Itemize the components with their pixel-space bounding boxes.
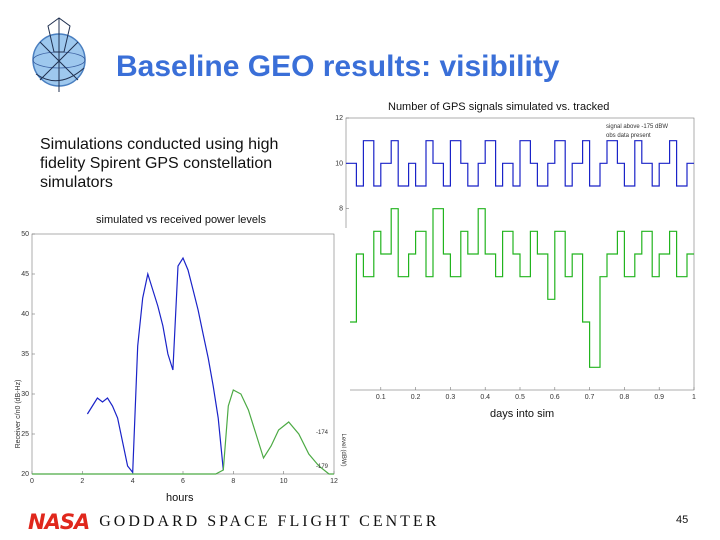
x-tick-label: 0.3 [446, 394, 456, 401]
x-tick-label: 1 [692, 394, 696, 401]
right-y-tick-label: -174 [316, 430, 329, 436]
gsfc-logo [32, 17, 86, 92]
gps-chart-caption: Number of GPS signals simulated vs. trac… [388, 101, 610, 113]
x-tick-label: 0.6 [550, 394, 560, 401]
y-tick-label: 30 [21, 391, 29, 398]
x-tick-label: 0 [30, 478, 34, 485]
x-tick-label: 0.8 [620, 394, 630, 401]
x-tick-label: 0.5 [515, 394, 525, 401]
y-tick-label: 35 [21, 351, 29, 358]
y-tick-label: 50 [21, 231, 29, 238]
y-tick-label: 25 [21, 431, 29, 438]
x-tick-label: 8 [231, 478, 235, 485]
plot-frame [31, 233, 335, 475]
x-tick-label: 0.2 [411, 394, 421, 401]
slide-title: Baseline GEO results: visibility [116, 50, 560, 83]
x-tick-label: 6 [181, 478, 185, 485]
series-line [86, 256, 224, 475]
x-tick-label: 4 [131, 478, 135, 485]
legend-entry: obs data present [606, 133, 651, 139]
y-tick-label: 45 [21, 271, 29, 278]
power-level-chart: 0 2 4 6 8 10 12 20 25 30 35 40 45 50 Receiver c/n0 (dB… [10, 228, 350, 490]
y-tick-label: 20 [21, 471, 29, 478]
nasa-logo: NASA [28, 510, 90, 534]
y-tick-label: 10 [335, 160, 343, 167]
y-tick-label: 12 [335, 115, 343, 122]
footer: NASA GODDARD SPACE FLIGHT CENTER [28, 510, 439, 534]
y-tick-label: 40 [21, 311, 29, 318]
page-number: 45 [676, 514, 689, 526]
gps-chart-x-axis-label: days into sim [490, 408, 555, 420]
series-line [346, 140, 694, 187]
y-tick-label: 8 [339, 206, 343, 213]
right-y-axis-label: Level (dBW) [340, 433, 346, 466]
simulation-note-text: Simulations conducted using high fidelit… [40, 136, 279, 191]
x-tick-label: 0.4 [480, 394, 490, 401]
right-y-tick-label: -179 [316, 464, 329, 470]
series-line [346, 208, 694, 368]
simulation-note: Simulations conducted using high fidelit… [30, 125, 298, 217]
x-tick-label: 10 [280, 478, 288, 485]
legend-entry: signal above -175 dBW [606, 124, 668, 130]
gps-signals-chart: 0 0.1 0.2 0.3 0.4 0.5 0.6 0.7 0.8 0.9 1024681012si… [320, 114, 700, 408]
x-tick-label: 0.1 [376, 394, 386, 401]
series-line [32, 389, 334, 475]
goddard-center-name: GODDARD SPACE FLIGHT CENTER [99, 513, 440, 530]
x-tick-label: 0.9 [654, 394, 664, 401]
x-tick-label: 2 [80, 478, 84, 485]
power-chart-caption: simulated vs received power levels [96, 214, 266, 226]
x-tick-label: 0.7 [585, 394, 595, 401]
y-axis-label: Receiver c/n0 (dB-Hz) [15, 380, 22, 449]
x-tick-label: 12 [330, 478, 338, 485]
power-chart-x-axis-label: hours [166, 492, 194, 504]
